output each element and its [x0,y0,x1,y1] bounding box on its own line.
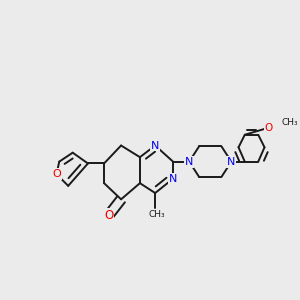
Text: N: N [169,174,177,184]
Text: O: O [265,123,273,133]
Text: CH₃: CH₃ [282,118,298,127]
Text: N: N [151,140,159,151]
Text: O: O [52,169,61,179]
Text: O: O [104,209,113,222]
Text: N: N [227,157,236,167]
Text: N: N [185,157,194,167]
Text: CH₃: CH₃ [148,210,165,219]
